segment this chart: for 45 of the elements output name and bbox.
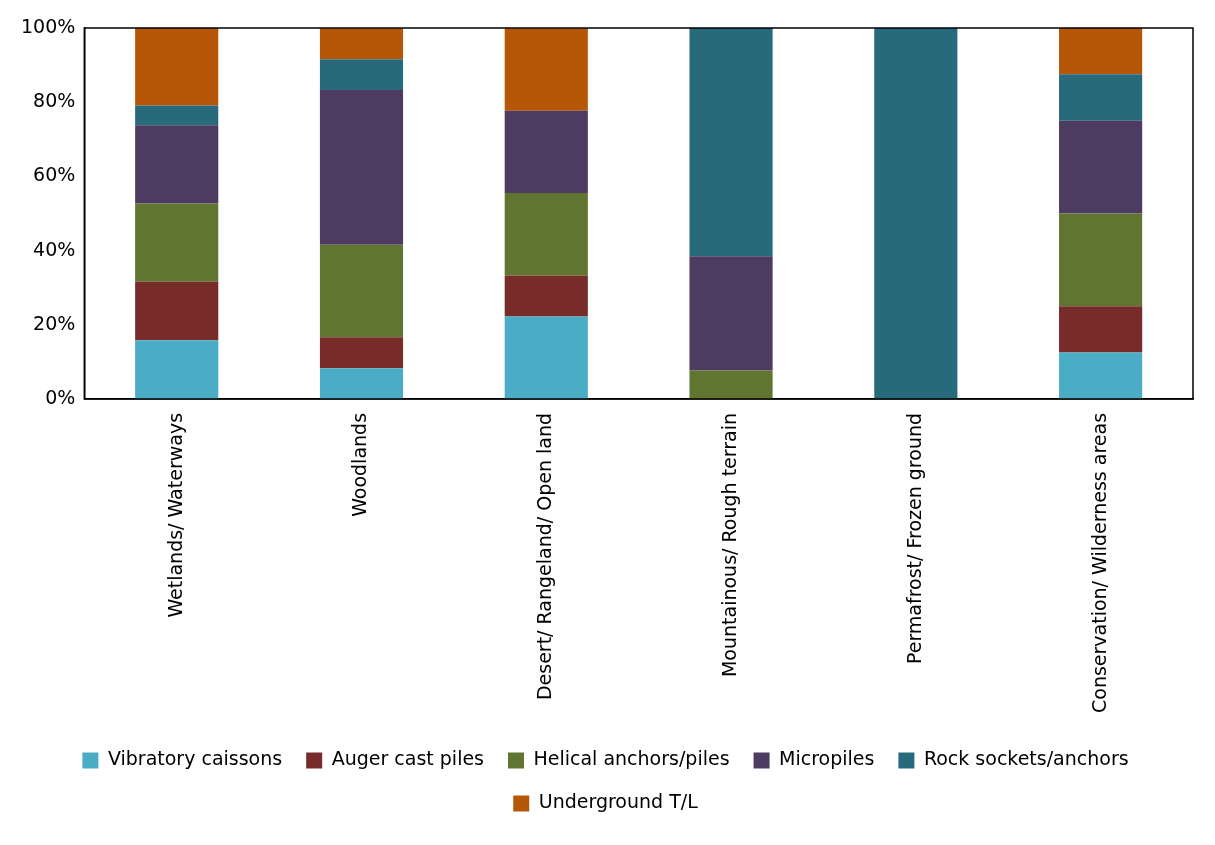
legend-label: Auger cast piles [331, 747, 484, 770]
bar [504, 193, 588, 276]
bar [135, 281, 219, 341]
legend-label: Helical anchors/piles [533, 747, 730, 770]
bar [135, 340, 219, 399]
bar [1059, 28, 1143, 75]
x-tick-label: Desert/ Rangeland/ Open land [533, 412, 556, 701]
bar [689, 256, 773, 371]
y-tick-label: 60% [33, 163, 76, 186]
y-tick-label: 40% [33, 237, 76, 260]
y-tick-label: 0% [45, 385, 76, 408]
bar [504, 316, 588, 399]
bar [874, 28, 958, 399]
bar [319, 59, 404, 90]
bar [689, 28, 773, 257]
bar [135, 203, 219, 282]
y-tick-label: 80% [33, 89, 76, 112]
bar [689, 370, 773, 399]
bar [319, 244, 404, 338]
x-tick-label: Mountainous/ Rough terrain [717, 412, 740, 678]
legend-label: Rock sockets/anchors [923, 747, 1129, 770]
y-tick-label: 100% [20, 14, 76, 37]
y-tick-label: 20% [33, 311, 76, 334]
bar [504, 28, 588, 111]
bar [504, 275, 588, 317]
bar [135, 125, 219, 204]
legend-label: Micropiles [779, 747, 875, 770]
bar [319, 337, 404, 369]
bar [319, 89, 404, 245]
bar [1059, 120, 1143, 214]
bar [1059, 352, 1143, 399]
legend-label: Underground T/L [538, 790, 699, 813]
x-tick-label: Conservation/ Wilderness areas [1087, 412, 1110, 714]
bar [319, 28, 404, 60]
bar [135, 28, 219, 106]
bar [1059, 213, 1143, 307]
x-tick-label: Permafrost/ Frozen ground [902, 412, 925, 665]
bar [1059, 306, 1143, 353]
x-tick-label: Woodlands [348, 412, 371, 517]
x-tick-label: Wetlands/ Waterways [163, 412, 186, 618]
bar [1059, 74, 1143, 121]
bar [135, 105, 219, 126]
bar [319, 368, 404, 399]
bar [504, 110, 588, 194]
legend-label: Vibratory caissons [107, 747, 283, 770]
